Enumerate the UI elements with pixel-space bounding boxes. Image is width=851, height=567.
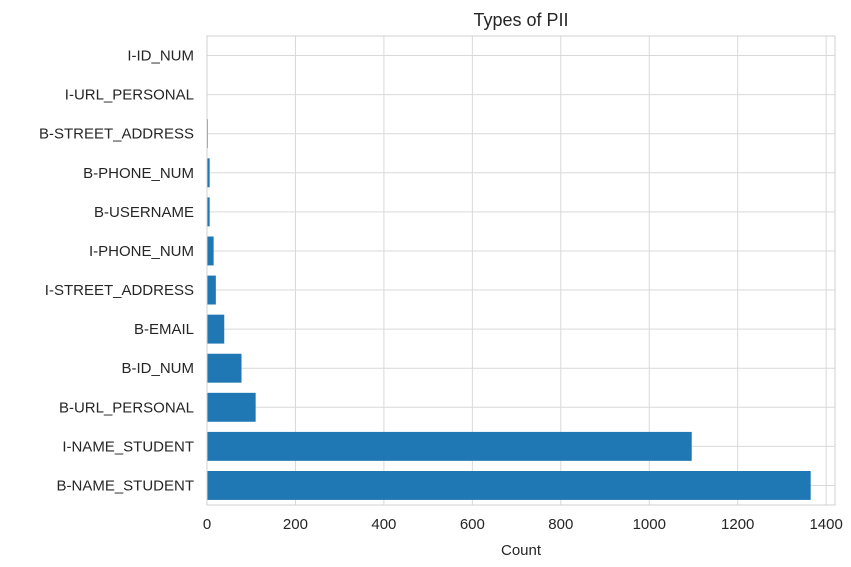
y-tick-label: I-ID_NUM xyxy=(127,48,194,65)
x-tick-label: 1400 xyxy=(809,516,842,533)
x-tick-label: 1200 xyxy=(721,516,754,533)
y-tick-label: B-NAME_STUDENT xyxy=(56,477,194,494)
y-tick-label: B-PHONE_NUM xyxy=(83,165,194,182)
bar xyxy=(207,197,210,227)
plot-frame xyxy=(206,35,836,506)
bar xyxy=(207,353,242,383)
y-tick-labels: B-NAME_STUDENT I-NAME_STUDENT B-URL_PERSON… xyxy=(39,48,194,495)
bar xyxy=(207,236,214,266)
y-tick-label: I-PHONE_NUM xyxy=(89,243,194,260)
x-tick-labels: 0 200 400 600 800 1000 1200 1400 xyxy=(203,516,843,533)
y-tick-label: B-URL_PERSONAL xyxy=(59,399,194,416)
bar xyxy=(207,392,256,422)
x-tick-label: 200 xyxy=(283,516,308,533)
bar xyxy=(207,275,216,305)
bars xyxy=(207,41,811,500)
bar xyxy=(207,431,692,461)
y-tick-label: B-EMAIL xyxy=(134,321,194,338)
y-tick-label: I-NAME_STUDENT xyxy=(62,438,194,455)
y-tick-label: B-ID_NUM xyxy=(121,360,194,377)
y-tick-label: B-STREET_ADDRESS xyxy=(39,126,194,143)
x-tick-label: 600 xyxy=(460,516,485,533)
x-tick-label: 800 xyxy=(548,516,573,533)
bar xyxy=(207,470,811,500)
y-tick-label: I-URL_PERSONAL xyxy=(65,87,194,104)
bar xyxy=(207,158,210,188)
bar xyxy=(207,314,225,344)
x-tick-label: 1000 xyxy=(633,516,666,533)
x-axis-label: Count xyxy=(501,542,542,559)
x-tick-label: 400 xyxy=(371,516,396,533)
x-tick-label: 0 xyxy=(203,516,211,533)
y-tick-label: I-STREET_ADDRESS xyxy=(45,282,194,299)
y-tick-label: B-USERNAME xyxy=(94,204,194,221)
grid xyxy=(206,36,835,505)
chart-title: Types of PII xyxy=(473,10,568,30)
